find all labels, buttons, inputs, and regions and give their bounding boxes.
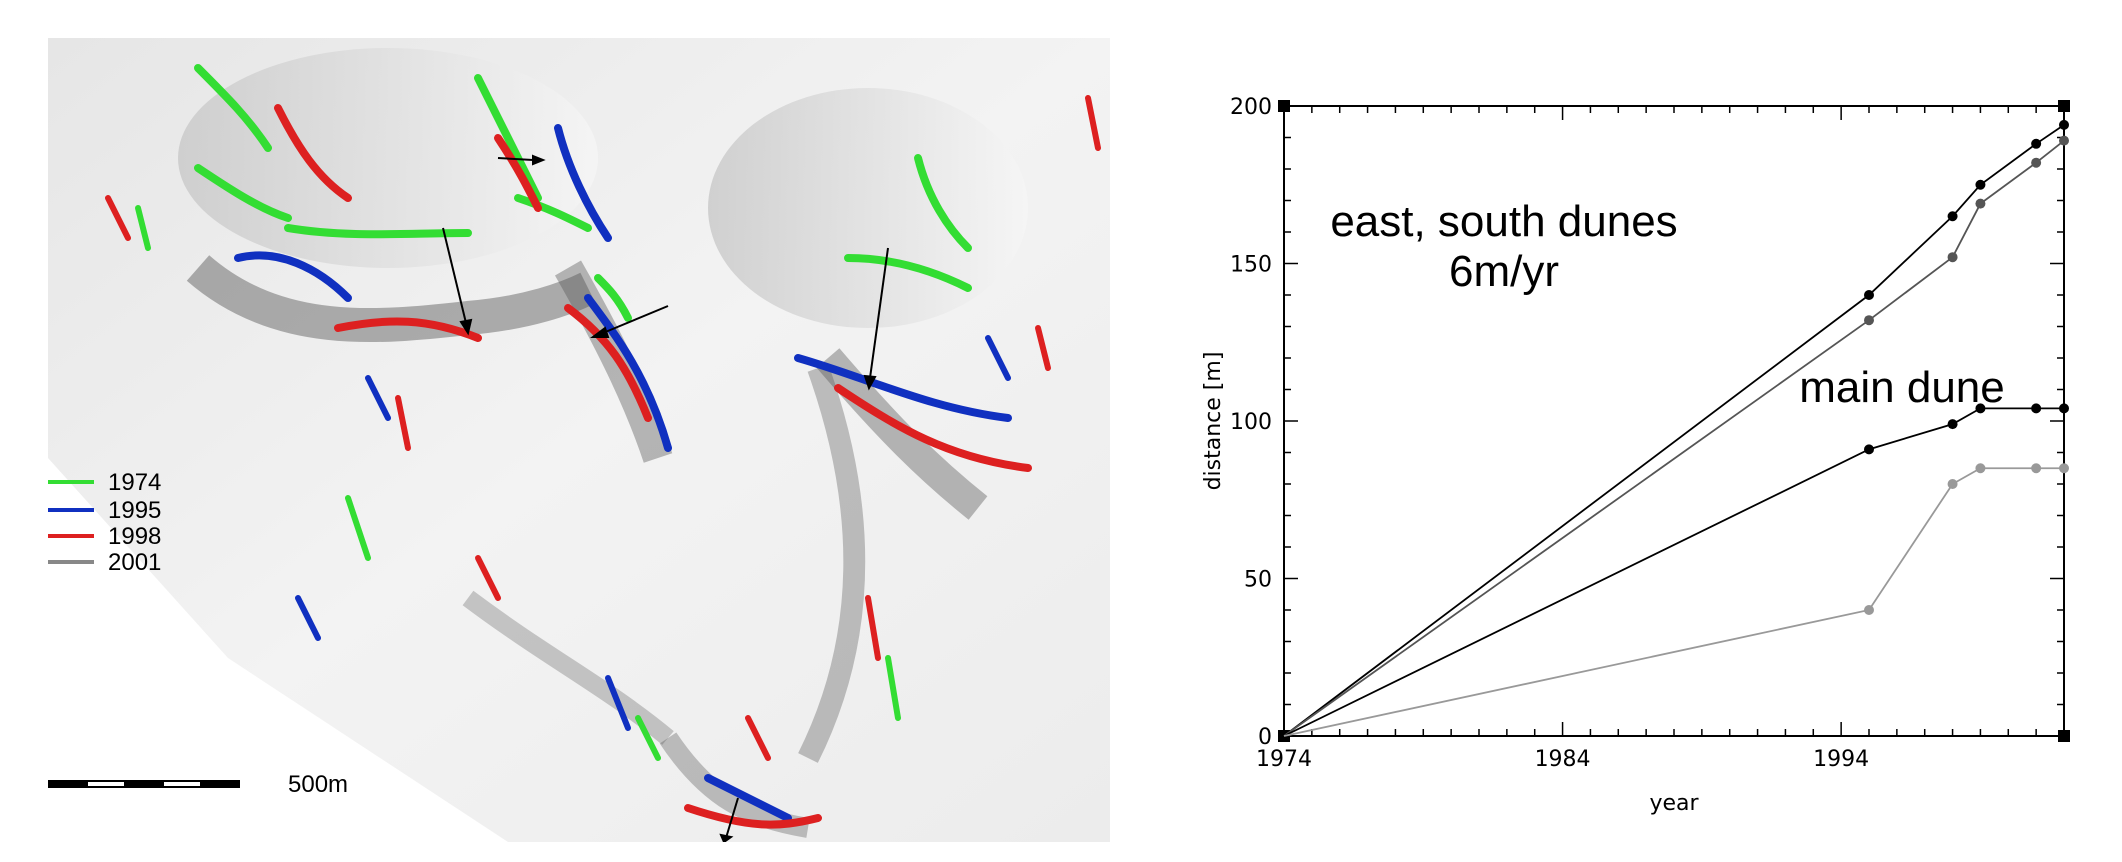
legend-entry-2001: 2001 [48, 549, 161, 576]
series-line-4 [1283, 467, 2064, 737]
annotation-rate: 6m/yr [1449, 247, 1559, 296]
distance-chart: 1974 1984 1994 0 50 100 150 200 year distance [… [1201, 95, 2070, 816]
x-axis-label: year [1649, 791, 1699, 816]
dune-field [708, 88, 1028, 328]
data-point [2059, 403, 2069, 414]
y-tick-label: 0 [1258, 725, 1272, 750]
x-tick-label: 1984 [1535, 747, 1591, 772]
svg-text:1998: 1998 [108, 523, 161, 550]
scale-bar: 500m [48, 771, 348, 798]
legend-entry-1974: 1974 [48, 469, 161, 496]
data-point [1947, 211, 1958, 222]
y-axis-label: distance [m] [1201, 352, 1226, 491]
data-point [2059, 135, 2069, 146]
crest-lines-1974 [194, 64, 972, 322]
slip-face-shadow [816, 348, 988, 520]
data-point [2031, 157, 2042, 168]
data-point [1947, 419, 1958, 430]
data-point [1947, 252, 1958, 263]
x-tick-label: 1974 [1256, 747, 1312, 772]
annotation-east-south-dunes: east, south dunes [1330, 197, 1677, 246]
svg-text:1995: 1995 [108, 497, 161, 524]
data-point [1864, 315, 1874, 326]
tick-labels: 1974 1984 1994 0 50 100 150 200 [1230, 95, 1869, 772]
slip-face-shadow [186, 254, 596, 343]
data-point [1975, 403, 1986, 414]
axis-ticks [1283, 105, 2065, 737]
data-point [2031, 463, 2042, 474]
annotation-main-dune: main dune [1799, 363, 2004, 412]
displacement-arrows [442, 154, 889, 842]
series-line-3 [1283, 407, 2064, 737]
data-point [1975, 198, 1986, 209]
y-tick-label: 50 [1244, 568, 1272, 593]
y-tick-label: 150 [1230, 253, 1272, 278]
data-point [1947, 479, 1958, 489]
y-tick-label: 200 [1230, 95, 1272, 120]
data-point [1864, 290, 1874, 300]
data-point [1864, 605, 1874, 615]
data-point [1975, 179, 1986, 190]
data-point [2059, 119, 2069, 130]
legend-entry-1998: 1998 [48, 523, 161, 550]
data-point [1864, 444, 1874, 455]
map-legend: 1974 1995 1998 2001 [48, 469, 161, 576]
y-tick-label: 100 [1230, 410, 1272, 435]
x-tick-label: 1994 [1813, 747, 1869, 772]
crest-fragments [105, 95, 1101, 761]
slip-face-shadow [462, 590, 674, 745]
data-point [2059, 463, 2069, 474]
svg-text:2001: 2001 [108, 549, 161, 576]
scale-label: 500m [288, 771, 348, 798]
slip-face-shadow [798, 364, 866, 763]
svg-text:1974: 1974 [108, 469, 161, 496]
data-point [2031, 138, 2042, 149]
series-line-2 [1283, 139, 2065, 737]
crest-lines-1995 [234, 124, 1012, 822]
crest-lines-1998 [274, 104, 1032, 829]
dune-map: 1974 1995 1998 2001 500m [48, 38, 1110, 842]
legend-entry-1995: 1995 [48, 497, 161, 524]
data-point [1975, 463, 1986, 474]
series-line-1 [1283, 124, 2065, 737]
data-point [2031, 403, 2042, 414]
series-layer [1283, 119, 2069, 737]
